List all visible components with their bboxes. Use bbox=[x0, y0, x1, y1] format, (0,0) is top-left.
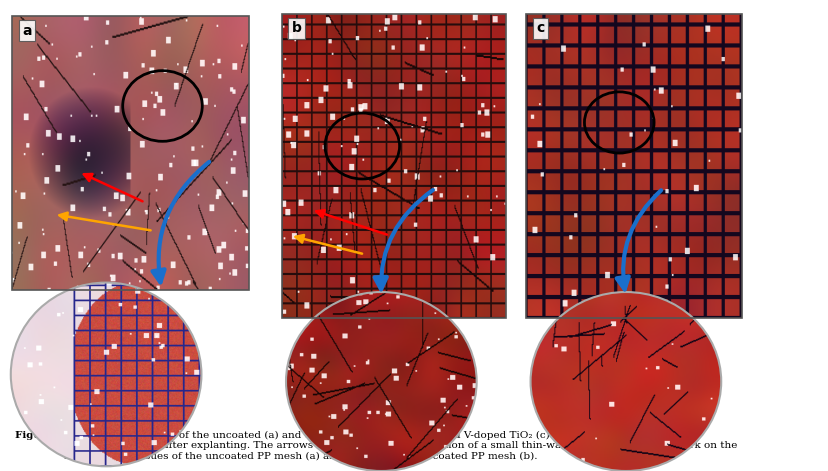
Text: b: b bbox=[291, 21, 301, 35]
Bar bbox=[12, 16, 248, 290]
Bar bbox=[526, 14, 741, 318]
Text: Figure 5.: Figure 5. bbox=[15, 431, 67, 440]
Text: a: a bbox=[22, 24, 31, 38]
Text: c: c bbox=[536, 21, 544, 35]
Bar bbox=[282, 14, 505, 318]
Text: (a)–(c) Detailed view of the uncoated (a) and coated with bare TiO₂ (b) and V-do: (a)–(c) Detailed view of the uncoated (a… bbox=[64, 431, 736, 461]
